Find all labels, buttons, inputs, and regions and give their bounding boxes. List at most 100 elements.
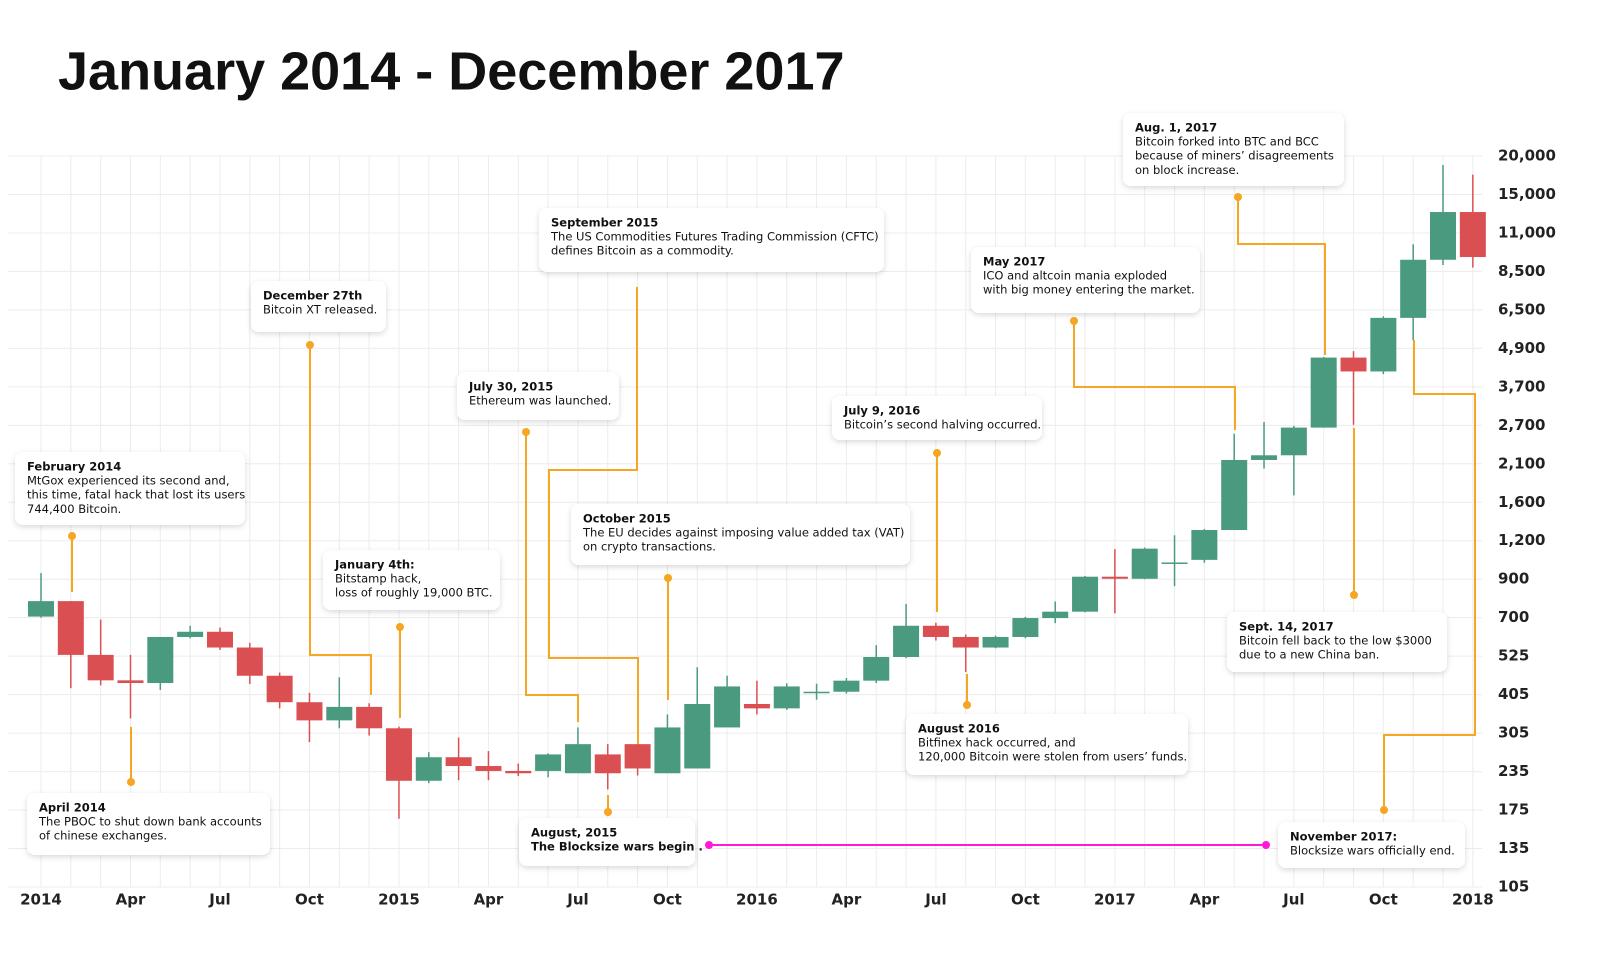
candle-body — [833, 680, 860, 692]
candle-body — [1191, 530, 1218, 560]
connectors — [68, 193, 1476, 849]
annotation-box — [15, 452, 245, 525]
annotation-box — [906, 714, 1188, 775]
connector-dot — [68, 532, 76, 540]
annotation-title: April 2014 — [39, 801, 106, 815]
y-tick-label: 105 — [1498, 878, 1529, 896]
connector-dot — [933, 449, 941, 457]
candle-body — [714, 686, 741, 728]
candle-body — [1251, 455, 1278, 460]
y-tick-label: 305 — [1498, 724, 1529, 742]
annotation-text: Bitstamp hack, — [335, 572, 421, 586]
annotation-title: Aug. 1, 2017 — [1135, 121, 1217, 135]
annotation-text: Bitcoin forked into BTC and BCC — [1135, 135, 1319, 149]
connector — [309, 345, 372, 695]
candle-body — [773, 686, 800, 709]
x-tick-label: Jul — [208, 891, 230, 909]
candle-body — [1400, 259, 1427, 318]
x-tick-label: Oct — [1011, 891, 1040, 909]
y-tick-label: 1,600 — [1498, 493, 1545, 511]
candle-body — [535, 754, 562, 771]
candle-body — [117, 680, 144, 684]
annotation-text: this time, fatal hack that lost its user… — [27, 488, 245, 502]
annotation-text: Blocksize wars officially end. — [1290, 844, 1455, 858]
x-tick-label: Apr — [116, 891, 146, 909]
candle-body — [296, 702, 323, 721]
chart-title: January 2014 - December 2017 — [58, 41, 845, 101]
x-tick-label: Oct — [295, 891, 324, 909]
candle-body — [1370, 317, 1397, 372]
candle-body — [236, 647, 263, 676]
annotation-text: 744,400 Bitcoin. — [27, 502, 121, 516]
candle-body — [415, 757, 442, 781]
candle-body — [803, 691, 830, 694]
annotation-text: Ethereum was launched. — [469, 394, 611, 408]
candle-body — [1221, 459, 1248, 531]
connector — [1073, 321, 1236, 430]
candle-body — [743, 703, 770, 709]
annotation-text: on crypto transactions. — [583, 540, 716, 554]
y-tick-label: 6,500 — [1498, 300, 1545, 318]
annotation-title: December 27th — [263, 289, 362, 303]
annotation-text: 120,000 Bitcoin were stolen from users’ … — [918, 750, 1187, 764]
span-dot — [705, 841, 713, 849]
connector — [548, 287, 639, 762]
annotation-text: The EU decides against imposing value ad… — [582, 526, 904, 540]
candle-body — [952, 636, 979, 648]
annotation-title: August, 2015 — [531, 826, 617, 840]
connector-dot — [306, 341, 314, 349]
y-tick-label: 700 — [1498, 608, 1529, 626]
candle-body — [356, 706, 383, 729]
annotation-title: Sept. 14, 2017 — [1239, 620, 1334, 634]
grid: 105 135 175 235 305 405 525 700 900 1,200 1,600 2,1… — [8, 147, 1556, 909]
candle-body — [1310, 357, 1337, 428]
annotation-text: Bitcoin fell back to the low $3000 — [1239, 634, 1432, 648]
annotation-title: May 2017 — [983, 255, 1045, 269]
connector — [525, 432, 579, 722]
annotation-title: August 2016 — [918, 722, 1000, 736]
candle-body — [206, 631, 233, 648]
connector — [1237, 197, 1326, 355]
candle-body — [1101, 576, 1128, 579]
candle-body — [1042, 611, 1069, 619]
connector-dot — [604, 808, 612, 816]
annotation-box — [832, 396, 1042, 440]
candle-body — [326, 706, 353, 721]
connector-dot — [522, 428, 530, 436]
candle-body — [982, 636, 1009, 648]
y-tick-label: 4,900 — [1498, 339, 1545, 357]
connector-dot — [963, 701, 971, 709]
candle-body — [1131, 548, 1158, 579]
y-tick-label: 525 — [1498, 647, 1529, 665]
annotation-text: on block increase. — [1135, 163, 1239, 177]
annotation-text: The PBOC to shut down bank accounts — [38, 815, 262, 829]
y-tick-label: 2,700 — [1498, 416, 1545, 434]
annotation-title: November 2017: — [1290, 830, 1397, 844]
annotation-title: January 4th: — [334, 558, 415, 572]
y-tick-label: 20,000 — [1498, 147, 1556, 165]
annotation-text: Bitfinex hack occurred, and — [918, 736, 1076, 750]
candle-body — [594, 754, 621, 774]
candle-body — [893, 625, 920, 658]
annotation-box — [1227, 612, 1447, 672]
x-tick-label: 2015 — [378, 891, 420, 909]
x-tick-label: Apr — [832, 891, 862, 909]
candle-body — [266, 675, 293, 703]
x-tick-label: Oct — [1369, 891, 1398, 909]
annotation-title: February 2014 — [27, 460, 121, 474]
annotation-text: with big money entering the market. — [983, 283, 1195, 297]
y-tick-label: 3,700 — [1498, 377, 1545, 395]
candle-body — [1340, 357, 1367, 372]
x-tick-label: Oct — [653, 891, 682, 909]
y-tick-label: 11,000 — [1498, 223, 1556, 241]
y-tick-label: 2,100 — [1498, 454, 1545, 472]
annotation-box — [971, 247, 1200, 313]
candle-body — [922, 625, 949, 637]
y-tick-label: 1,200 — [1498, 531, 1545, 549]
candle-body — [564, 744, 591, 774]
connector-dot — [1070, 317, 1078, 325]
y-tick-label: 900 — [1498, 570, 1529, 588]
annotation-text: The Blocksize wars begin . — [531, 840, 703, 854]
